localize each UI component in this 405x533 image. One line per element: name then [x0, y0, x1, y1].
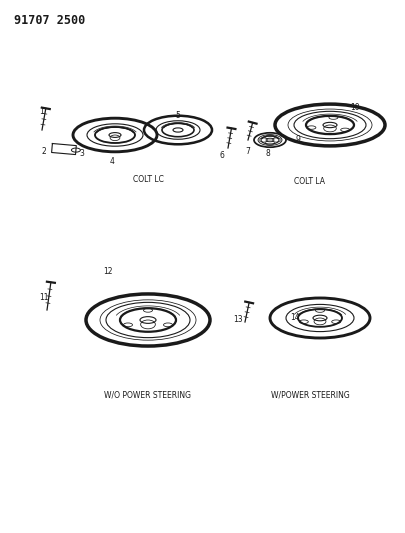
Text: COLT LC: COLT LC: [132, 175, 164, 184]
Text: 6: 6: [220, 151, 224, 160]
Text: 4: 4: [110, 157, 115, 166]
Text: 2: 2: [42, 148, 47, 157]
Text: 10: 10: [350, 103, 360, 112]
Text: W/O POWER STEERING: W/O POWER STEERING: [104, 390, 192, 399]
Text: 13: 13: [233, 316, 243, 325]
Text: W/POWER STEERING: W/POWER STEERING: [271, 390, 350, 399]
Text: 8: 8: [266, 149, 271, 157]
Text: COLT LA: COLT LA: [294, 177, 326, 186]
Text: 7: 7: [245, 148, 250, 157]
Text: 9: 9: [296, 135, 301, 144]
Text: 5: 5: [175, 110, 181, 119]
Text: 11: 11: [39, 294, 49, 303]
Text: 91707 2500: 91707 2500: [14, 14, 85, 27]
Text: 3: 3: [79, 149, 84, 157]
Text: 1: 1: [40, 108, 45, 117]
Text: 14: 14: [290, 313, 300, 322]
Text: 12: 12: [103, 268, 113, 277]
